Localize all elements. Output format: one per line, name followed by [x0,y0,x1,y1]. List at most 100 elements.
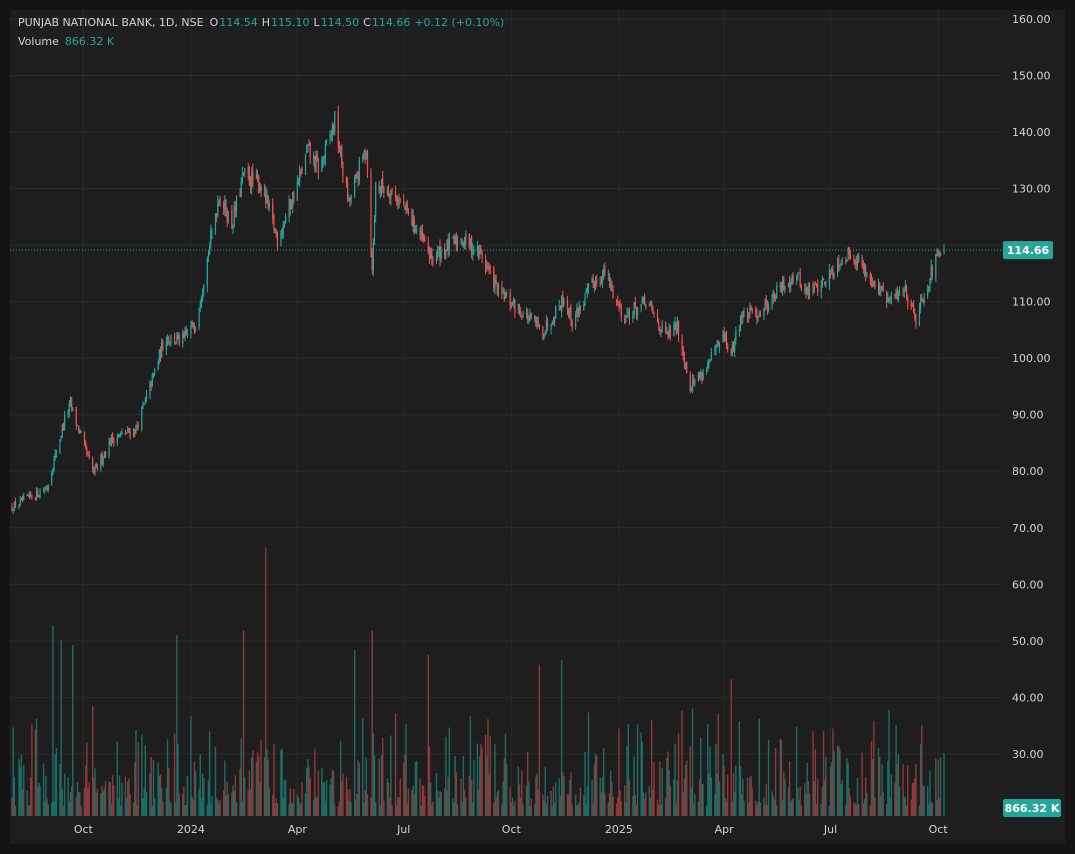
candle-body [263,188,266,191]
volume-bar [742,779,744,816]
candle-body [624,318,626,324]
candle-body [108,440,110,457]
candle-body [255,174,258,179]
volume-bar [521,770,523,816]
candle-body [658,321,660,326]
candle-body [535,316,537,326]
legend-volume-row: Volume 866.32 K [18,32,508,51]
candle-body [293,192,295,202]
volume-bar [898,786,901,816]
candle-body [767,306,770,311]
low-label: L [313,16,320,29]
volume-bar [176,635,178,816]
candle-body [354,178,356,197]
volume-bar [83,787,86,816]
candle-body [836,260,839,275]
candle-body [550,324,552,329]
volume-bar [854,803,856,816]
candle-body [847,249,849,258]
candle-body [430,247,432,259]
candle-body [558,305,560,308]
volume-bar [625,801,627,816]
candle-body [727,344,729,349]
volume-bar [76,782,79,816]
candle-body [596,279,598,284]
volume-bar [938,797,941,816]
price-axis[interactable] [1001,10,1065,816]
candle-body [635,308,638,316]
volume-bar [414,762,417,816]
volume-bar [847,763,849,816]
volume-bar [398,797,400,816]
volume-label[interactable]: Volume [18,35,59,48]
candle-body [725,335,728,345]
volume-bar [152,760,155,816]
candle-body [579,306,581,310]
volume-bar [928,804,930,816]
volume-bar [248,770,251,816]
volume-bar [833,751,835,816]
volume-bar [480,744,482,816]
volume-bar [571,804,573,816]
volume-bar [546,795,549,816]
candle-body [461,243,463,247]
candle-body [686,362,688,374]
volume-bar [249,788,252,816]
candle-body [611,282,613,288]
candle-body [877,281,880,291]
volume-bar [276,803,279,816]
volume-bar [514,801,516,816]
price-tick-label: 80.00 [1012,465,1044,478]
candle-body [870,279,873,286]
candle-body [576,307,578,316]
volume-bar [322,782,324,816]
symbol-title[interactable]: PUNJAB NATIONAL BANK, 1D, NSE [18,16,204,29]
volume-bar [445,736,447,816]
time-axis[interactable] [10,816,1065,844]
volume-bar [552,786,555,816]
volume-bar [103,788,106,816]
volume-bar [767,739,770,816]
candle-body [272,203,274,219]
volume-bar [200,798,203,816]
candle-body [169,341,171,343]
candle-body [887,298,889,302]
volume-bar [11,797,13,816]
volume-bar [664,797,667,816]
candle-body [779,285,781,287]
volume-bar [739,766,742,816]
price-tick-label: 100.00 [1012,352,1051,365]
volume-bar [13,777,16,816]
volume-bar [14,805,17,816]
volume-bar [120,805,122,816]
volume-bar [528,781,530,816]
candle-body [936,252,938,254]
volume-bar [918,805,921,816]
volume-bar [878,757,881,816]
volume-bar [730,679,732,816]
volume-bar [373,755,376,816]
volume-bar [341,781,343,816]
volume-bar [439,791,441,816]
candle-body [921,297,923,299]
volume-bar [535,776,537,816]
volume-bar [391,805,393,816]
candle-body [324,143,326,159]
candle-body [206,257,208,287]
candle-body [792,275,794,282]
volume-bar [214,747,217,816]
candle-body [389,195,391,199]
candle-body [846,259,848,261]
candle-body [739,315,742,331]
candle-body [248,172,250,184]
volume-bar [510,802,513,816]
candle-body [665,322,667,332]
volume-bar [780,740,783,816]
volume-bar [177,744,179,816]
candle-body [607,274,609,276]
candle-body [848,247,850,254]
volume-bar [208,731,211,816]
candle-body [28,492,31,497]
volume-bar [175,802,177,816]
